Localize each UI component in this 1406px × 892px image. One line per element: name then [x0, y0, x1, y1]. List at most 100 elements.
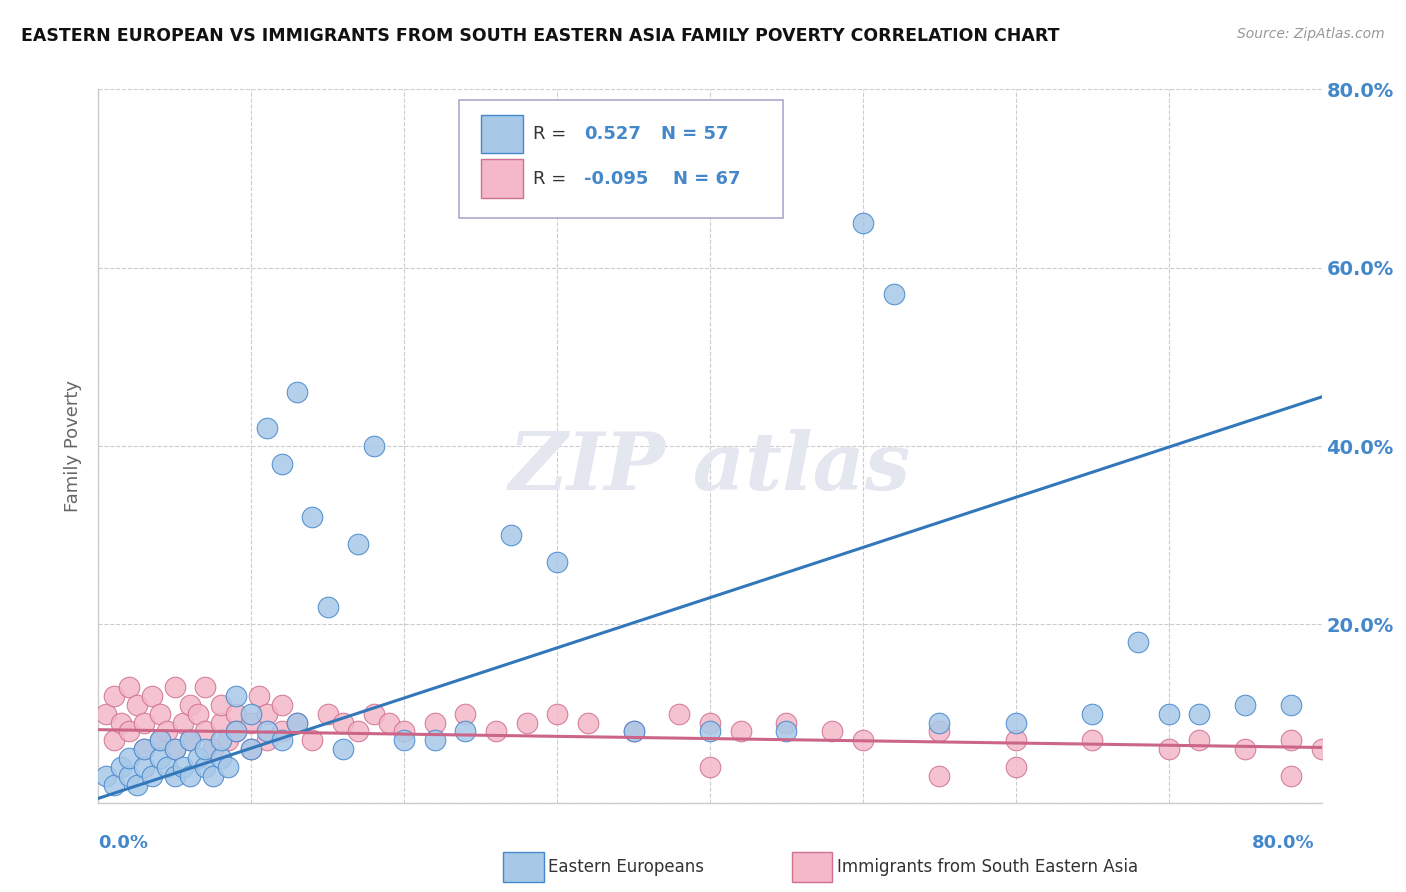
Point [1279, 769, 1302, 783]
Text: ZIP atlas: ZIP atlas [509, 429, 911, 506]
Point [172, 715, 194, 730]
Point [149, 751, 172, 765]
Point [134, 760, 156, 774]
Point [194, 680, 217, 694]
Point [118, 680, 141, 694]
Point [1004, 733, 1026, 747]
Point [103, 733, 125, 747]
Point [270, 698, 292, 712]
Text: -0.095: -0.095 [583, 170, 648, 188]
Point [256, 724, 278, 739]
Point [392, 724, 416, 739]
Point [209, 751, 232, 765]
Point [149, 706, 172, 721]
Text: Source: ZipAtlas.com: Source: ZipAtlas.com [1237, 27, 1385, 41]
Point [209, 733, 232, 747]
Point [156, 760, 179, 774]
Point [301, 510, 323, 524]
Point [110, 715, 132, 730]
Point [285, 385, 308, 400]
Point [730, 724, 752, 739]
Point [1081, 733, 1104, 747]
Point [1310, 742, 1333, 756]
FancyBboxPatch shape [481, 115, 523, 153]
Point [240, 742, 263, 756]
Text: Eastern Europeans: Eastern Europeans [548, 858, 704, 876]
Point [485, 724, 508, 739]
Point [256, 733, 278, 747]
Point [270, 724, 292, 739]
Point [240, 706, 263, 721]
Point [103, 778, 125, 792]
Text: N = 57: N = 57 [661, 125, 728, 143]
Point [163, 680, 186, 694]
Point [209, 698, 232, 712]
Point [883, 287, 905, 301]
Point [187, 706, 209, 721]
Point [209, 715, 232, 730]
Point [316, 706, 339, 721]
Point [576, 715, 599, 730]
Point [163, 742, 186, 756]
Point [699, 760, 721, 774]
Point [149, 733, 172, 747]
Point [347, 724, 370, 739]
Point [256, 421, 278, 435]
Point [332, 715, 354, 730]
Point [256, 706, 278, 721]
Point [928, 769, 950, 783]
Point [225, 724, 247, 739]
Point [217, 733, 239, 747]
Point [247, 689, 270, 703]
Point [134, 742, 156, 756]
Point [1157, 706, 1180, 721]
Point [270, 457, 292, 471]
Point [156, 724, 179, 739]
Point [546, 555, 568, 569]
Point [546, 706, 568, 721]
Point [928, 724, 950, 739]
Point [240, 742, 263, 756]
Point [516, 715, 538, 730]
Point [149, 733, 172, 747]
Point [928, 715, 950, 730]
Point [125, 778, 148, 792]
Point [125, 698, 148, 712]
Point [217, 760, 239, 774]
Point [94, 706, 117, 721]
Point [194, 742, 217, 756]
Point [240, 715, 263, 730]
Point [501, 528, 523, 542]
Point [194, 760, 217, 774]
Point [202, 769, 225, 783]
Point [301, 733, 323, 747]
Point [202, 742, 225, 756]
Text: EASTERN EUROPEAN VS IMMIGRANTS FROM SOUTH EASTERN ASIA FAMILY POVERTY CORRELATIO: EASTERN EUROPEAN VS IMMIGRANTS FROM SOUT… [21, 27, 1060, 45]
Text: 0.0%: 0.0% [98, 834, 149, 852]
Point [270, 733, 292, 747]
Text: 0.527: 0.527 [583, 125, 641, 143]
Point [103, 689, 125, 703]
Point [134, 715, 156, 730]
Point [225, 689, 247, 703]
Point [179, 733, 201, 747]
Point [852, 216, 875, 230]
Text: R =: R = [533, 125, 572, 143]
Point [332, 742, 354, 756]
Point [1157, 742, 1180, 756]
Point [285, 715, 308, 730]
Point [1004, 760, 1026, 774]
Point [623, 724, 645, 739]
Point [110, 760, 132, 774]
Point [163, 742, 186, 756]
Point [141, 689, 163, 703]
Point [1234, 698, 1257, 712]
Point [378, 715, 401, 730]
Text: R =: R = [533, 170, 572, 188]
Text: 80.0%: 80.0% [1251, 834, 1315, 852]
Point [363, 706, 385, 721]
FancyBboxPatch shape [481, 159, 523, 198]
Point [1081, 706, 1104, 721]
Point [775, 724, 797, 739]
Point [1234, 742, 1257, 756]
